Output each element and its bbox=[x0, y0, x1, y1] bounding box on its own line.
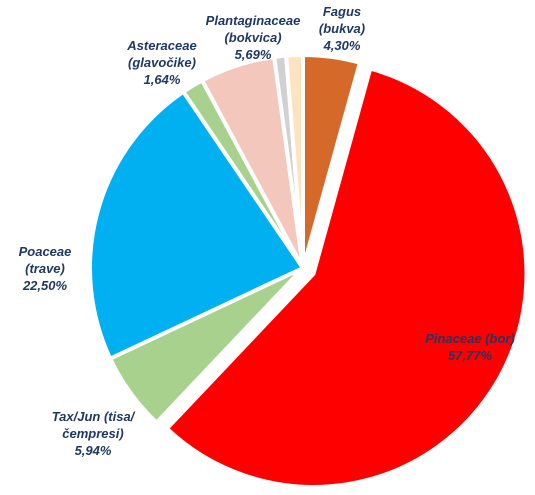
category-label: Fagus (bukva) bbox=[318, 4, 366, 36]
value-label: 5,69% bbox=[234, 47, 272, 62]
value-label: 57,77% bbox=[447, 348, 493, 363]
pie-slice bbox=[164, 66, 529, 489]
slice-label: Plantaginaceae (bokvica) 5,69% bbox=[204, 12, 302, 63]
pie-slice bbox=[88, 88, 306, 362]
slice-label: Pinaceae (bor) 57,77% bbox=[425, 330, 515, 364]
value-label: 1,64% bbox=[143, 72, 181, 87]
value-label: 22,50% bbox=[22, 278, 68, 293]
category-label: Poaceae (trave) bbox=[18, 244, 72, 276]
slice-label: Fagus (bukva) 4,30% bbox=[302, 3, 382, 54]
category-label: Pinaceae (bor) bbox=[425, 331, 515, 346]
slice-label: Asteraceae (glavočike) 1,64% bbox=[112, 37, 212, 88]
category-label: Asteraceae (glavočike) bbox=[127, 38, 197, 70]
value-label: 5,94% bbox=[74, 443, 112, 458]
value-label: 4,30% bbox=[323, 38, 361, 53]
category-label: Tax/Jun (tisa/čempresi) bbox=[51, 409, 135, 441]
pie-slice bbox=[284, 52, 305, 269]
slice-label: Poaceae (trave) 22,50% bbox=[5, 243, 85, 294]
slice-label: Tax/Jun (tisa/čempresi) 5,94% bbox=[48, 408, 138, 459]
category-label: Plantaginaceae (bokvica) bbox=[205, 13, 301, 45]
